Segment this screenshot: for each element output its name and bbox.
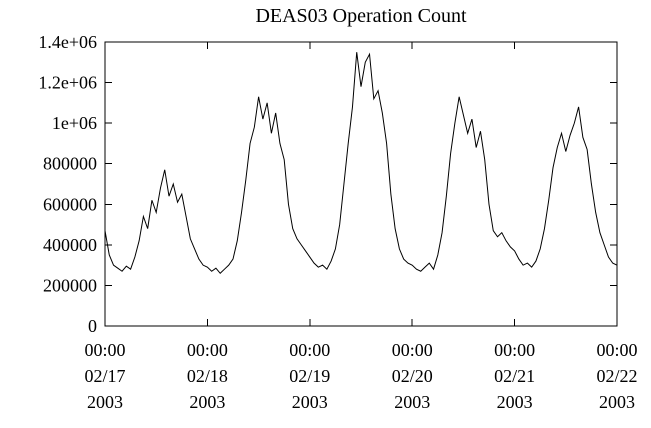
x-tick-label: 02/21 [494, 366, 535, 386]
x-tick-label: 00:00 [84, 340, 125, 360]
x-tick-label: 02/19 [289, 366, 330, 386]
x-tick-label: 02/20 [392, 366, 433, 386]
x-tick-label: 00:00 [596, 340, 637, 360]
x-tick-label: 00:00 [494, 340, 535, 360]
y-tick-label: 1e+06 [52, 113, 97, 133]
x-tick-label: 02/17 [84, 366, 125, 386]
x-tick-label: 2003 [599, 392, 635, 412]
axes-group: 0 200000 400000 600000 800000 1e+06 1.2e+06 1.4… [38, 32, 637, 412]
x-tick-label: 02/18 [187, 366, 228, 386]
y-tick-label: 1.4e+06 [38, 32, 97, 52]
y-tick-label: 800000 [43, 154, 97, 174]
x-tick-label: 2003 [87, 392, 123, 412]
y-tick-label: 400000 [43, 235, 97, 255]
x-tick-label: 00:00 [289, 340, 330, 360]
x-tick-label: 2003 [189, 392, 225, 412]
x-tick-label: 00:00 [187, 340, 228, 360]
chart-title: DEAS03 Operation Count [255, 5, 467, 27]
plot-border [104, 41, 618, 327]
y-tick-label: 1.2e+06 [38, 73, 97, 93]
x-tick-label: 00:00 [392, 340, 433, 360]
y-tick-label: 600000 [43, 194, 97, 214]
data-series-line [104, 52, 618, 274]
y-tick-label: 0 [88, 316, 97, 336]
x-tick-label: 2003 [292, 392, 328, 412]
x-tick-label: 2003 [497, 392, 533, 412]
x-tick-label: 02/22 [596, 366, 637, 386]
y-tick-label: 200000 [43, 275, 97, 295]
series-group [104, 52, 618, 274]
x-tick-label: 2003 [394, 392, 430, 412]
